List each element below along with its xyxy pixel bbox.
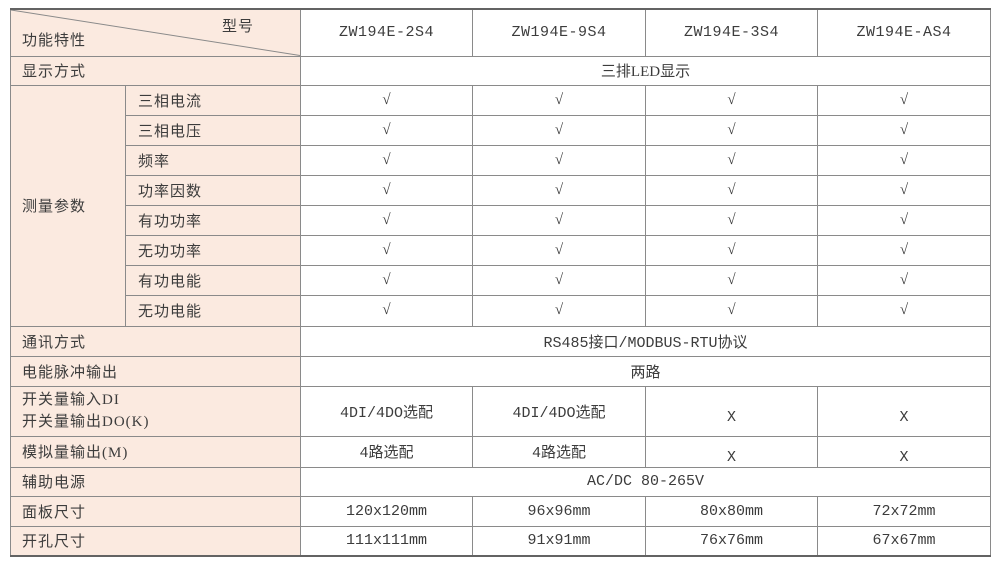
check-cell: √ <box>817 174 991 206</box>
row-label: 通讯方式 <box>10 325 301 357</box>
row-label: 面板尺寸 <box>10 495 301 527</box>
comm-row: 通讯方式 RS485接口/MODBUS-RTU协议 <box>10 325 991 357</box>
check-cell: √ <box>645 84 818 116</box>
row-label: 模拟量输出(M) <box>10 435 301 468</box>
hole-size-row: 开孔尺寸 111x111mm 91x91mm 76x76mm 67x67mm <box>10 525 991 557</box>
measure-row: 有功电能 √ √ √ √ <box>11 264 991 296</box>
dio-row: 开关量输入DI 开关量输出DO(K) 4DI/4DO选配 4DI/4DO选配 X… <box>10 385 991 437</box>
check-cell: √ <box>472 294 646 327</box>
check-cell: √ <box>472 84 646 116</box>
check-cell: √ <box>300 264 473 296</box>
check-cell: √ <box>817 114 991 146</box>
row-label: 显示方式 <box>10 55 301 86</box>
check-cell: √ <box>817 234 991 266</box>
pulse-row: 电能脉冲输出 两路 <box>10 355 991 387</box>
check-cell: √ <box>300 174 473 206</box>
check-cell: √ <box>472 174 646 206</box>
measure-row: 三相电压 √ √ √ √ <box>11 114 991 146</box>
measure-row: 频率 √ √ √ √ <box>11 144 991 176</box>
panel-size-value: 120x120mm <box>300 495 473 527</box>
spec-table: 型号 功能特性 ZW194E-2S4 ZW194E-9S4 ZW194E-3S4… <box>10 8 991 557</box>
check-cell: √ <box>645 174 818 206</box>
dio-value: 4DI/4DO选配 <box>472 385 646 437</box>
hole-size-value: 111x111mm <box>300 525 473 557</box>
measure-row: 无功电能 √ √ √ √ <box>11 294 991 327</box>
check-cell: √ <box>645 144 818 176</box>
check-cell: √ <box>472 144 646 176</box>
panel-size-value: 72x72mm <box>817 495 991 527</box>
analog-value: X <box>817 435 991 468</box>
check-cell: √ <box>645 114 818 146</box>
header-row: 型号 功能特性 ZW194E-2S4 ZW194E-9S4 ZW194E-3S4… <box>10 8 991 57</box>
diagonal-divider-line <box>11 10 300 56</box>
measure-row: 无功功率 √ √ √ √ <box>11 234 991 266</box>
check-cell: √ <box>300 114 473 146</box>
check-cell: √ <box>817 144 991 176</box>
model-header: ZW194E-AS4 <box>817 8 991 57</box>
check-cell: √ <box>645 264 818 296</box>
check-cell: √ <box>300 204 473 236</box>
hole-size-value: 76x76mm <box>645 525 818 557</box>
check-cell: √ <box>472 234 646 266</box>
hole-size-value: 91x91mm <box>472 525 646 557</box>
row-label: 开孔尺寸 <box>10 525 301 557</box>
hole-size-value: 67x67mm <box>817 525 991 557</box>
dio-value: X <box>645 385 818 437</box>
check-cell: √ <box>817 84 991 116</box>
check-cell: √ <box>645 234 818 266</box>
check-cell: √ <box>300 294 473 327</box>
diagonal-header-cell: 型号 功能特性 <box>10 8 301 57</box>
panel-size-value: 80x80mm <box>645 495 818 527</box>
measure-item-label: 三相电压 <box>125 114 301 146</box>
model-header: ZW194E-2S4 <box>300 8 473 57</box>
model-header: ZW194E-9S4 <box>472 8 646 57</box>
display-value: 三排LED显示 <box>300 55 991 86</box>
panel-size-value: 96x96mm <box>472 495 646 527</box>
measure-item-label: 有功功率 <box>125 204 301 236</box>
analog-value: 4路选配 <box>472 435 646 468</box>
row-label: 电能脉冲输出 <box>10 355 301 387</box>
analog-value: 4路选配 <box>300 435 473 468</box>
measure-row: 功率因数 √ √ √ √ <box>11 174 991 206</box>
check-cell: √ <box>300 84 473 116</box>
row-label: 辅助电源 <box>10 466 301 497</box>
check-cell: √ <box>817 264 991 296</box>
check-cell: √ <box>472 204 646 236</box>
check-cell: √ <box>645 204 818 236</box>
dio-label-line1: 开关量输入DI <box>22 391 120 408</box>
aux-power-row: 辅助电源 AC/DC 80-265V <box>10 466 991 497</box>
panel-size-row: 面板尺寸 120x120mm 96x96mm 80x80mm 72x72mm <box>10 495 991 527</box>
analog-row: 模拟量输出(M) 4路选配 4路选配 X X <box>10 435 991 468</box>
check-cell: √ <box>300 144 473 176</box>
aux-power-value: AC/DC 80-265V <box>300 466 991 497</box>
check-cell: √ <box>817 204 991 236</box>
comm-value: RS485接口/MODBUS-RTU协议 <box>300 325 991 357</box>
measure-item-label: 功率因数 <box>125 174 301 206</box>
analog-value: X <box>645 435 818 468</box>
pulse-value: 两路 <box>300 355 991 387</box>
corner-label-model: 型号 <box>221 19 254 35</box>
check-cell: √ <box>472 114 646 146</box>
dio-value: X <box>817 385 991 437</box>
measure-group-label: 测量参数 <box>10 84 126 327</box>
model-header: ZW194E-3S4 <box>645 8 818 57</box>
measure-row: 有功功率 √ √ √ √ <box>11 204 991 236</box>
measure-item-label: 有功电能 <box>125 264 301 296</box>
check-cell: √ <box>817 294 991 327</box>
measure-item-label: 频率 <box>125 144 301 176</box>
display-row: 显示方式 三排LED显示 <box>10 55 991 86</box>
corner-label-features: 功能特性 <box>22 32 87 49</box>
measure-item-label: 无功功率 <box>125 234 301 266</box>
dio-label-line2: 开关量输出DO(K) <box>22 414 150 430</box>
measure-item-label: 无功电能 <box>125 294 301 327</box>
check-cell: √ <box>472 264 646 296</box>
row-label: 开关量输入DI 开关量输出DO(K) <box>10 385 301 437</box>
check-cell: √ <box>300 234 473 266</box>
check-cell: √ <box>645 294 818 327</box>
measure-row: 测量参数 三相电流 √ √ √ √ <box>10 84 991 327</box>
measure-item-label: 三相电流 <box>125 84 301 116</box>
dio-value: 4DI/4DO选配 <box>300 385 473 437</box>
